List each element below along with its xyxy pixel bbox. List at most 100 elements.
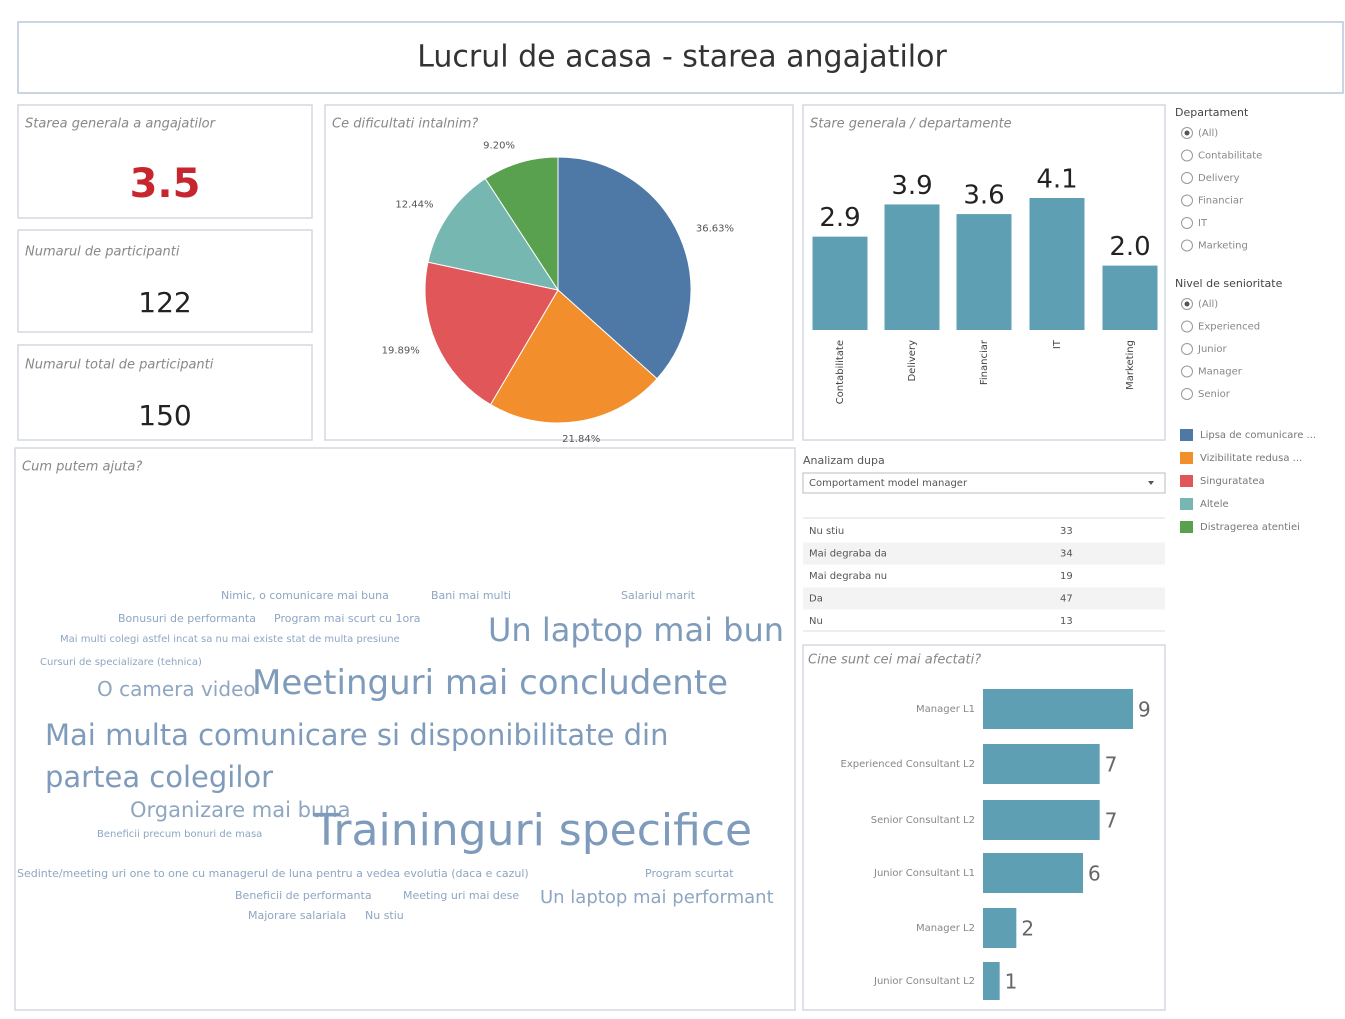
cloud-word: Program mai scurt cu 1ora: [274, 612, 421, 625]
filter-option: (All): [1198, 128, 1218, 139]
bar: [983, 744, 1100, 784]
cloud-word: Majorare salariala: [248, 909, 347, 922]
radio[interactable]: [1181, 172, 1193, 184]
cloud-word: Organizare mai buna: [130, 798, 351, 822]
cloud-word: Meetinguri mai concludente: [252, 663, 729, 703]
category-label: Delivery: [907, 340, 918, 382]
cloud-word: Beneficii precum bonuri de masa: [97, 829, 263, 840]
kpi-value: 150: [138, 399, 191, 432]
category-label: Experienced Consultant L2: [841, 759, 975, 770]
kpi-panel: [17, 104, 313, 219]
bar: [1102, 265, 1158, 330]
filter-option: Marketing: [1198, 241, 1248, 252]
table-row-bg: [803, 542, 1165, 565]
table-cell: Nu: [809, 616, 823, 627]
legend-label: Altele: [1200, 499, 1229, 510]
table-cell: 34: [1060, 549, 1073, 560]
kpi-value: 3.5: [130, 161, 201, 207]
radio[interactable]: [1181, 194, 1193, 207]
pie-label: 9.20%: [483, 140, 515, 151]
radio[interactable]: [1181, 388, 1193, 400]
radio[interactable]: [1181, 217, 1193, 229]
cloud-panel: [14, 447, 796, 1011]
kpi-value: 122: [138, 286, 191, 319]
cloud-word: Cursuri de specializare (tehnica): [40, 657, 202, 668]
pie-label: 36.63%: [696, 223, 734, 234]
filter-option: Delivery: [1198, 173, 1240, 184]
filter-option: Senior: [1198, 389, 1231, 400]
dropdown-arrow: [1148, 481, 1154, 485]
bar: [983, 800, 1100, 840]
category-label: Manager L1: [916, 704, 975, 715]
cloud-word: Mai multa comunicare si disponibilitate …: [45, 718, 669, 795]
radio[interactable]: [1181, 149, 1193, 162]
category-label: Senior Consultant L2: [871, 815, 975, 826]
dropdown-value: Comportament model manager: [809, 478, 968, 489]
cloud-word: Traininguri specifice: [313, 805, 753, 856]
legend-swatch: [1180, 452, 1193, 464]
cloud-word: Mai multi colegi astfel incat sa nu mai …: [60, 634, 400, 645]
cloud-word: O camera video: [97, 677, 256, 701]
pie-label: 12.44%: [395, 199, 433, 210]
radio[interactable]: [1181, 343, 1193, 355]
filter-option: Experienced: [1198, 322, 1260, 333]
cloud-word: Un laptop mai bun: [488, 611, 785, 649]
table-cell: 33: [1060, 526, 1073, 537]
bar-value-label: 2.9: [819, 203, 860, 233]
category-label: Junior Consultant L1: [873, 868, 975, 879]
cloud-word: Bonusuri de performanta: [118, 612, 256, 625]
chart-title: Stare generala / departamente: [810, 117, 1012, 132]
kpi-panel: [17, 344, 313, 441]
kpi-label: Numarul total de participanti: [25, 358, 214, 373]
cloud-word: Bani mai multi: [431, 589, 511, 602]
filter-option: Manager: [1198, 367, 1243, 378]
pie-slice: [557, 156, 692, 380]
table-cell: 13: [1060, 616, 1073, 627]
bar: [956, 214, 1012, 330]
bar: [983, 853, 1083, 893]
chart-title: Cine sunt cei mai afectati?: [808, 653, 981, 668]
table-cell: 19: [1060, 571, 1073, 582]
dropdown[interactable]: [802, 472, 1166, 494]
bar-value-label: 3.9: [891, 171, 932, 201]
bar-value-label: 4.1: [1036, 165, 1077, 195]
cloud-word: Beneficii de performanta: [235, 889, 372, 902]
legend-label: Distragerea atentiei: [1200, 522, 1300, 533]
cloud-word: Sedinte/meeting uri one to one cu manage…: [17, 867, 529, 880]
radio[interactable]: [1181, 365, 1193, 378]
category-label: Financiar: [979, 339, 990, 385]
table-cell: Nu stiu: [809, 526, 844, 537]
legend-swatch: [1180, 521, 1193, 533]
pie-slice: [489, 289, 658, 424]
legend-swatch: [1180, 475, 1193, 487]
filter-option: Contabilitate: [1198, 151, 1262, 162]
chart-title: Cum putem ajuta?: [22, 460, 142, 475]
category-label: IT: [1052, 339, 1063, 349]
bar-value-label: 9: [1138, 698, 1151, 722]
category-label: Junior Consultant L2: [873, 976, 975, 987]
cloud-word: Un laptop mai performant: [540, 887, 774, 908]
kpi-panel: [17, 229, 313, 333]
pie-slice: [427, 177, 560, 291]
radio-dot: [1184, 130, 1190, 136]
kpi-label: Numarul de participanti: [25, 245, 180, 260]
word-cloud: Nimic, o comunicare mai buna Bani mai mul…: [16, 480, 794, 1009]
table-row-bg: [803, 587, 1165, 610]
table-label: Analizam dupa: [803, 454, 885, 467]
filter-option: (All): [1198, 299, 1218, 310]
bar: [983, 908, 1017, 948]
radio[interactable]: [1181, 320, 1193, 333]
legend-swatch: [1180, 498, 1193, 510]
legend-label: Singuratatea: [1200, 476, 1265, 487]
filter-label: Nivel de senioritate: [1175, 277, 1283, 290]
radio[interactable]: [1181, 239, 1193, 252]
dashboard-title: Lucrul de acasa - starea angajatilor: [417, 40, 947, 75]
kpi-label: Starea generala a angajatilor: [25, 117, 217, 132]
cloud-word: Meeting uri mai dese: [403, 889, 520, 902]
bar-value-label: 2: [1021, 917, 1034, 941]
cloud-word: Nu stiu: [365, 909, 404, 922]
cloud-word: Nimic, o comunicare mai buna: [221, 589, 389, 602]
table-cell: Mai degraba nu: [809, 571, 887, 582]
table-cell: Da: [809, 594, 823, 605]
